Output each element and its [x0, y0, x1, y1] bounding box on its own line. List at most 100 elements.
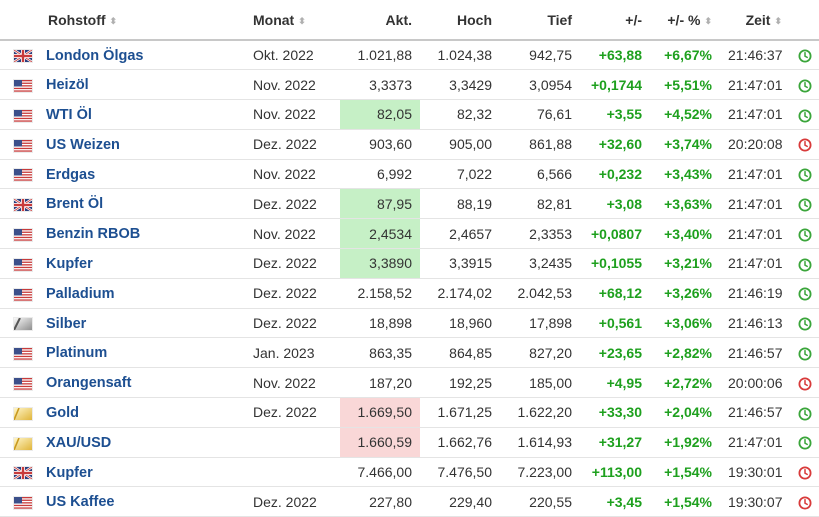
commodity-link[interactable]: US Weizen [46, 136, 120, 153]
table-row[interactable]: Kupfer Dez. 2022 3,3890 3,3915 3,2435 +0,1055… [0, 248, 819, 279]
akt-cell: 2.158,52 [340, 278, 420, 309]
table-row[interactable]: US Weizen Dez. 2022 903,60 905,00 861,88 +32,… [0, 129, 819, 160]
month-cell [245, 427, 340, 458]
change-cell: +0,232 [580, 159, 650, 190]
commodity-link[interactable]: Benzin RBOB [46, 226, 141, 243]
table-row[interactable]: WTI Öl Nov. 2022 82,05 82,32 76,61 +3,55 +4,52… [0, 99, 819, 130]
table-row[interactable]: Gold Dez. 2022 1.669,50 1.671,25 1.622,20 +33… [0, 397, 819, 428]
table-row[interactable]: Heizöl Nov. 2022 3,3373 3,3429 3,0954 +0,1744… [0, 69, 819, 101]
hoch-cell: 7.476,50 [420, 457, 500, 488]
flag-cell [0, 337, 40, 369]
table-row[interactable]: XAU/USD 1.660,59 1.662,76 1.614,93 +31,27 +1,… [0, 427, 819, 458]
table-row[interactable]: London Ölgas Okt. 2022 1.021,88 1.024,38 942… [0, 40, 819, 71]
tief-cell: 17,898 [500, 308, 580, 339]
akt-cell: 187,20 [340, 367, 420, 399]
tief-cell: 76,61 [500, 99, 580, 130]
change-pct-column-header[interactable]: +/- % ⬍ [650, 0, 720, 41]
tief-cell: 82,81 [500, 188, 580, 220]
monat-column-header[interactable]: Monat ⬍ [245, 0, 340, 41]
clock-icon [798, 436, 812, 450]
hoch-cell: 192,25 [420, 367, 500, 399]
akt-cell: 18,898 [340, 308, 420, 339]
commodity-link[interactable]: Heizöl [46, 77, 89, 94]
table-row[interactable]: Orangensaft Nov. 2022 187,20 192,25 185,00 +4… [0, 367, 819, 399]
commodity-link[interactable]: Kupfer [46, 255, 93, 272]
change-pct-cell: +6,67% [650, 40, 720, 71]
clock-icon [798, 109, 812, 123]
commodity-link[interactable]: Silber [46, 315, 87, 332]
akt-cell: 227,80 [340, 486, 420, 517]
flag-cell [0, 278, 40, 309]
hoch-cell: 82,32 [420, 99, 500, 130]
commodity-link[interactable]: Palladium [46, 285, 115, 302]
tief-cell: 185,00 [500, 367, 580, 399]
us-flag-icon [14, 497, 32, 510]
clock-cell [790, 397, 819, 428]
clock-icon [798, 407, 812, 421]
month-cell: Jan. 2023 [245, 337, 340, 369]
clock-icon [798, 198, 812, 212]
clock-icon [798, 258, 812, 272]
table-row[interactable]: Platinum Jan. 2023 863,35 864,85 827,20 +23,6… [0, 337, 819, 369]
akt-column-header[interactable]: Akt. [340, 0, 420, 41]
change-cell: +68,12 [580, 278, 650, 309]
change-pct-cell: +2,04% [650, 397, 720, 428]
change-pct-cell: +3,40% [650, 218, 720, 250]
commodity-link[interactable]: Kupfer [46, 464, 93, 481]
table-row[interactable]: Erdgas Nov. 2022 6,992 7,022 6,566 +0,232 +3,4… [0, 159, 819, 190]
commodity-link[interactable]: Orangensaft [46, 375, 132, 392]
tief-cell: 861,88 [500, 129, 580, 160]
table-row[interactable]: Brent Öl Dez. 2022 87,95 88,19 82,81 +3,08 +3,… [0, 188, 819, 220]
flag-cell [0, 248, 40, 279]
table-row[interactable]: Kupfer 7.466,00 7.476,50 7.223,00 +113,00 +1,… [0, 457, 819, 488]
change-cell: +32,60 [580, 129, 650, 160]
flag-cell [0, 397, 40, 428]
commodity-link[interactable]: Platinum [46, 345, 108, 362]
name-cell: US Kaffee [40, 486, 245, 517]
rohstoff-column-header[interactable]: Rohstoff ⬍ [40, 0, 245, 41]
time-cell: 20:20:08 [720, 129, 790, 160]
tief-column-header[interactable]: Tief [500, 0, 580, 41]
hoch-cell: 2.174,02 [420, 278, 500, 309]
akt-cell: 863,35 [340, 337, 420, 369]
flag-cell [0, 99, 40, 130]
flag-cell [0, 308, 40, 339]
commodity-link[interactable]: US Kaffee [46, 494, 115, 511]
commodity-link[interactable]: Gold [46, 404, 80, 421]
commodity-link[interactable]: Brent Öl [46, 196, 104, 213]
sort-icon[interactable]: ⬍ [774, 15, 782, 26]
name-cell: WTI Öl [40, 99, 245, 130]
time-cell: 19:30:01 [720, 457, 790, 488]
clock-cell [790, 40, 819, 71]
change-column-header[interactable]: +/- [580, 0, 650, 41]
table-row[interactable]: Silber Dez. 2022 18,898 18,960 17,898 +0,561 +… [0, 308, 819, 339]
gold-icon [14, 407, 32, 420]
zeit-column-header[interactable]: Zeit ⬍ [720, 0, 790, 41]
commodity-link[interactable]: WTI Öl [46, 106, 92, 123]
month-cell: Nov. 2022 [245, 99, 340, 130]
change-pct-cell: +3,63% [650, 188, 720, 220]
clock-column-header [790, 0, 819, 41]
hoch-column-header[interactable]: Hoch [420, 0, 500, 41]
time-cell: 21:47:01 [720, 248, 790, 279]
month-cell: Dez. 2022 [245, 188, 340, 220]
commodity-link[interactable]: XAU/USD [46, 434, 112, 451]
table-row[interactable]: US Kaffee Dez. 2022 227,80 229,40 220,55 +3,4… [0, 486, 819, 517]
change-cell: +0,561 [580, 308, 650, 339]
clock-icon [798, 496, 812, 510]
sort-icon[interactable]: ⬍ [704, 15, 712, 26]
table-row[interactable]: Benzin RBOB Nov. 2022 2,4534 2,4657 2,3353 +0… [0, 218, 819, 250]
commodity-link[interactable]: Erdgas [46, 166, 96, 183]
sort-icon[interactable]: ⬍ [298, 15, 306, 26]
time-cell: 21:47:01 [720, 99, 790, 130]
flag-cell [0, 69, 40, 101]
tief-cell: 3,0954 [500, 69, 580, 101]
commodity-link[interactable]: London Ölgas [46, 47, 144, 64]
clock-icon [798, 466, 812, 480]
change-cell: +0,1055 [580, 248, 650, 279]
flag-cell [0, 457, 40, 488]
table-row[interactable]: Palladium Dez. 2022 2.158,52 2.174,02 2.042,… [0, 278, 819, 309]
hoch-cell: 864,85 [420, 337, 500, 369]
sort-icon[interactable]: ⬍ [109, 15, 118, 26]
clock-cell [790, 367, 819, 399]
